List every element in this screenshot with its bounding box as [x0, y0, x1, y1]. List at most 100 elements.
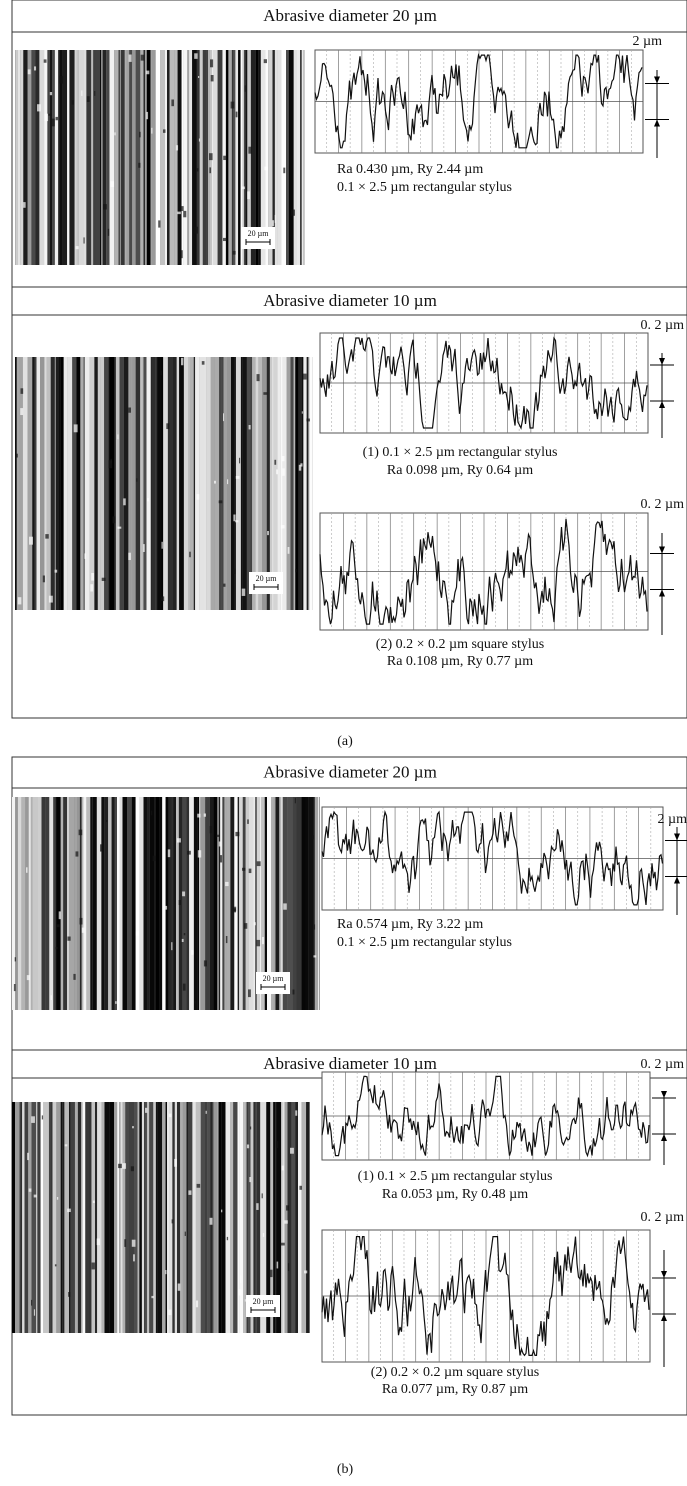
- stripe: [288, 50, 294, 265]
- speck: [151, 810, 153, 816]
- speck: [51, 118, 55, 127]
- stripe: [306, 357, 309, 610]
- stripe: [154, 797, 156, 1010]
- speck: [34, 66, 37, 71]
- stripe: [155, 1102, 158, 1333]
- stripe: [287, 1102, 292, 1333]
- stripe: [162, 1102, 166, 1333]
- stripe: [119, 50, 121, 265]
- speck: [79, 917, 83, 925]
- speck: [142, 544, 145, 552]
- stripe: [168, 797, 172, 1010]
- speck: [262, 1233, 265, 1237]
- speck: [201, 361, 205, 365]
- scale-bar-label: 20 µm: [263, 974, 285, 983]
- stripe: [28, 797, 31, 1010]
- stripe: [79, 357, 81, 610]
- stripe: [165, 797, 169, 1010]
- speck: [205, 1110, 207, 1114]
- stripe: [114, 357, 116, 610]
- stripe: [143, 797, 148, 1010]
- speck: [291, 209, 295, 216]
- speck: [165, 1270, 167, 1275]
- stripe: [186, 1102, 188, 1333]
- speck: [261, 1193, 263, 1199]
- speck: [43, 59, 47, 63]
- stripe: [37, 1102, 41, 1333]
- stripe: [282, 357, 287, 610]
- stripe: [94, 357, 98, 610]
- stripe: [52, 50, 55, 265]
- speck: [196, 1183, 201, 1188]
- speck: [181, 938, 184, 943]
- speck: [145, 1107, 148, 1113]
- speck: [248, 868, 252, 874]
- speck: [223, 237, 227, 242]
- stripe: [120, 50, 125, 265]
- stripe: [217, 1102, 219, 1333]
- stripe: [264, 797, 267, 1010]
- speck: [280, 525, 285, 529]
- stripe: [219, 357, 222, 610]
- scale-bar-box: [256, 972, 290, 994]
- speck: [248, 989, 251, 998]
- speck: [299, 1185, 303, 1190]
- stripe: [101, 797, 105, 1010]
- stripe: [193, 797, 198, 1010]
- speck: [146, 498, 150, 502]
- speck: [298, 464, 302, 471]
- stripe: [124, 50, 127, 265]
- speck: [241, 588, 246, 596]
- stripe: [54, 357, 56, 610]
- speck: [115, 1001, 117, 1004]
- speck: [256, 861, 261, 867]
- stripe: [234, 797, 238, 1010]
- stripe: [255, 50, 259, 265]
- speck: [249, 1126, 252, 1130]
- speck: [292, 989, 295, 995]
- speck: [14, 957, 17, 962]
- stripe: [279, 797, 282, 1010]
- stripe: [100, 357, 105, 610]
- speck: [221, 1209, 223, 1213]
- stripe: [109, 1102, 115, 1333]
- stripe: [223, 357, 228, 610]
- stripe: [125, 1102, 129, 1333]
- stripe: [150, 357, 152, 610]
- stripe: [180, 1102, 183, 1333]
- stripe: [254, 1102, 257, 1333]
- stripe: [93, 50, 96, 265]
- stripe: [104, 1102, 110, 1333]
- stripe: [77, 797, 80, 1010]
- speck: [45, 534, 49, 539]
- scale-bar-box: [246, 1295, 280, 1317]
- stripe: [276, 1102, 282, 1333]
- speck: [55, 946, 58, 950]
- stripe: [129, 1102, 134, 1333]
- stripe: [135, 50, 141, 265]
- speck: [203, 960, 207, 967]
- stripe: [174, 50, 178, 265]
- speck: [300, 463, 303, 467]
- profile-caption: Ra 0.108 µm, Ry 0.77 µm: [387, 654, 533, 669]
- stripe: [149, 797, 155, 1010]
- stripe: [245, 1102, 247, 1333]
- stripe: [140, 50, 144, 265]
- speck: [27, 69, 31, 75]
- stripe: [34, 357, 37, 610]
- speck: [56, 1197, 59, 1200]
- stripe: [280, 357, 283, 610]
- speck: [26, 975, 30, 981]
- stripe: [36, 357, 41, 610]
- stripe: [256, 1102, 261, 1333]
- scale-bar-label: 20 µm: [253, 1297, 275, 1306]
- stripe: [239, 1102, 244, 1333]
- stripe: [104, 797, 109, 1010]
- speck: [281, 1165, 284, 1171]
- speck: [244, 1299, 246, 1302]
- speck: [49, 92, 53, 96]
- speck: [161, 541, 163, 549]
- speck: [198, 138, 200, 142]
- stripe: [231, 50, 234, 265]
- stripe: [222, 797, 225, 1010]
